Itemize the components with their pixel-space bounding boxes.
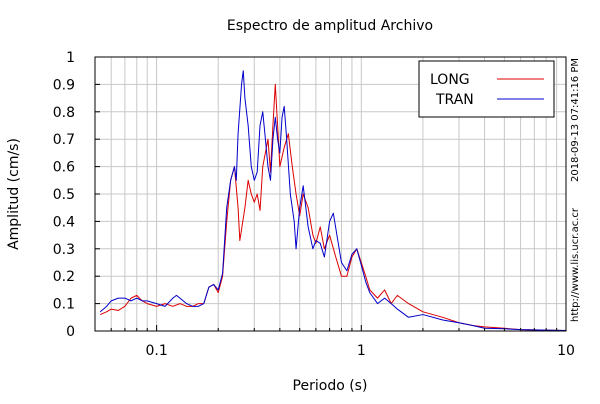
x-tick-label: 1 [357,343,366,359]
timestamp-label: 2018-09-13 07:41:16 PM [570,58,581,182]
y-tick-label: 0 [66,324,75,340]
chart-title: Espectro de amplitud Archivo [227,18,433,34]
y-tick-label: 0.7 [53,132,75,148]
y-tick-label: 0.6 [53,160,75,176]
series-line-long [99,83,567,331]
source-url-label: http://www.lis.ucr.ac.cr [570,207,581,322]
x-tick-label: 0.1 [145,343,167,359]
x-axis-label: Periodo (s) [293,378,368,394]
y-tick-label: 0.1 [53,297,75,313]
y-axis-label: Amplitud (cm/s) [6,138,22,250]
legend-label-long: LONG [430,72,470,88]
legend: LONG TRAN [418,60,555,118]
y-tick-label: 1 [66,50,75,66]
series-lines [99,70,567,331]
y-tick-label: 0.8 [53,105,75,121]
legend-box [418,60,555,118]
series-line-tran [99,70,567,331]
y-tick-label: 0.4 [53,214,75,230]
y-tick-label: 0.5 [53,187,75,203]
axis-ticks: 0 0.1 0.2 0.3 0.4 0.5 0.6 0.7 0.8 0.9 1 0.1 1 10 [53,50,575,359]
y-tick-label: 0.9 [53,77,75,93]
y-tick-label: 0.2 [53,269,75,285]
legend-label-tran: TRAN [435,92,474,108]
x-tick-label: 10 [557,343,575,359]
y-tick-label: 0.3 [53,242,75,258]
